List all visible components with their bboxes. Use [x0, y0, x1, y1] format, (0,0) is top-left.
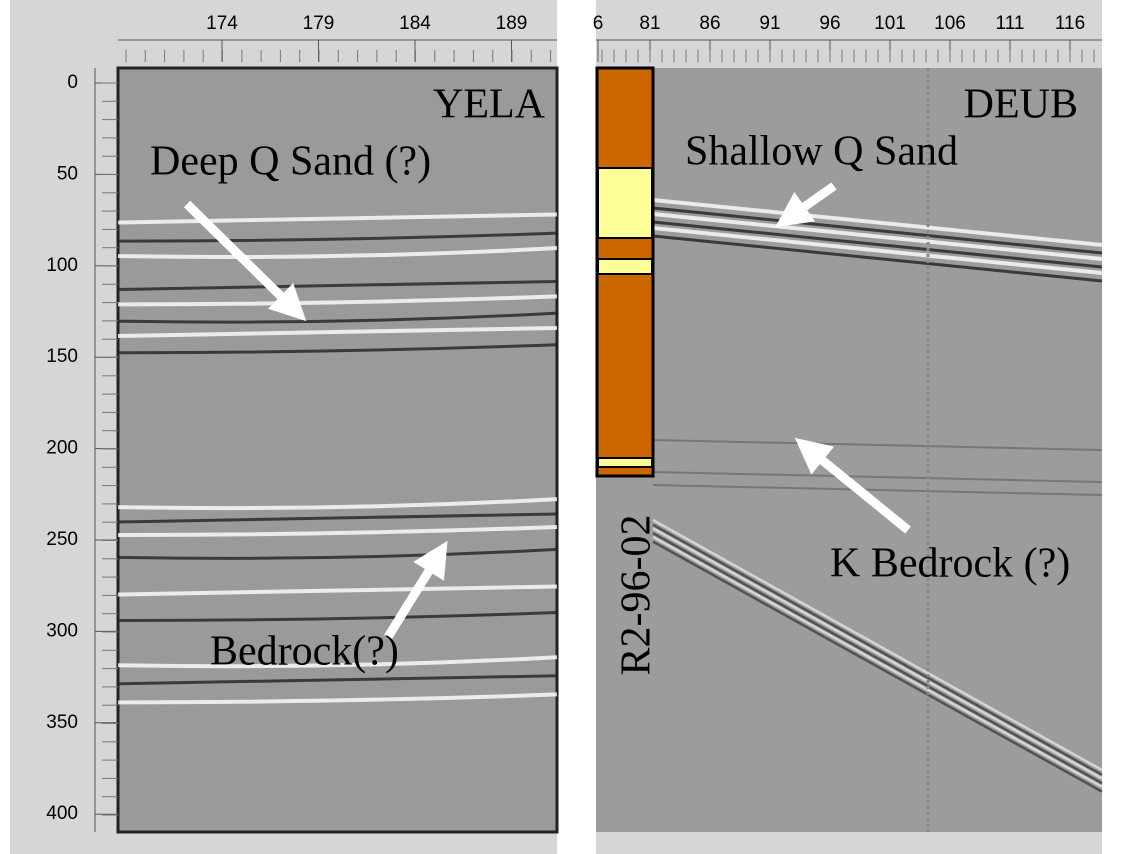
reflector — [117, 311, 558, 324]
reflector — [652, 198, 1103, 247]
station-label: DEUB — [964, 82, 1078, 128]
reflector — [652, 439, 1103, 451]
reflector — [652, 484, 1103, 496]
reflector — [117, 547, 558, 560]
x-tick-label: 189 — [496, 13, 528, 34]
well-label: R2-96-02 — [614, 515, 660, 676]
reflector — [117, 692, 558, 705]
left-section — [116, 66, 559, 834]
reflector — [117, 212, 558, 225]
reflector — [117, 525, 558, 537]
y-tick-label: 400 — [46, 803, 78, 824]
reflector — [117, 246, 558, 259]
x-tick-label: 174 — [206, 13, 238, 34]
reflector — [652, 471, 1103, 483]
reflector — [652, 518, 1103, 772]
annotation: Deep Q Sand (?) — [150, 139, 431, 185]
x-tick-label: 106 — [934, 13, 966, 34]
annotation: K Bedrock (?) — [830, 541, 1070, 587]
reflector — [117, 584, 558, 597]
reflector — [652, 535, 1103, 788]
reflector — [652, 206, 1103, 255]
y-tick-label: 200 — [46, 438, 78, 459]
x-tick-label: 184 — [399, 13, 431, 34]
y-tick-label: 150 — [46, 346, 78, 367]
well-log — [595, 66, 655, 478]
x-tick-label: 111 — [996, 13, 1025, 34]
x-tick-label: 6 — [593, 13, 604, 34]
right-reflectors — [652, 68, 1103, 832]
y-tick-label: 300 — [46, 620, 78, 641]
y-tick-label: 50 — [57, 163, 78, 184]
reflector — [652, 532, 1103, 785]
x-tick-label: 86 — [699, 13, 720, 34]
left-reflectors — [117, 212, 558, 705]
reflector — [652, 212, 1103, 261]
right-section — [596, 68, 1102, 832]
reflector — [117, 497, 558, 511]
y-tick-label: 100 — [46, 255, 78, 276]
reflector — [117, 655, 558, 669]
y-tick-label: 350 — [46, 712, 78, 733]
reflector — [117, 512, 558, 524]
y-tick-label: 0 — [67, 72, 78, 93]
station-label: YELA — [433, 82, 546, 128]
annotation: Shallow Q Sand — [685, 129, 958, 175]
x-tick-label: 179 — [303, 13, 335, 34]
reflector — [117, 279, 558, 291]
reflector — [652, 234, 1103, 283]
reflector — [117, 674, 558, 686]
reflector — [652, 523, 1103, 776]
reflector — [652, 226, 1103, 275]
y-tick-label: 250 — [46, 529, 78, 550]
annotation: Bedrock(?) — [210, 629, 399, 675]
reflector — [652, 220, 1103, 269]
x-tick-label: 96 — [819, 13, 840, 34]
x-tick-label: 116 — [1055, 13, 1085, 34]
reflector — [117, 343, 558, 355]
x-tick-label: 91 — [759, 13, 780, 34]
reflector — [117, 294, 558, 307]
reflector — [652, 527, 1103, 780]
x-tick-label: 101 — [874, 13, 906, 34]
arrows — [183, 182, 911, 640]
reflector — [117, 325, 558, 338]
x-tick-label: 81 — [639, 13, 660, 34]
reflector — [117, 611, 558, 623]
reflector — [117, 231, 558, 243]
reflector — [652, 540, 1103, 793]
